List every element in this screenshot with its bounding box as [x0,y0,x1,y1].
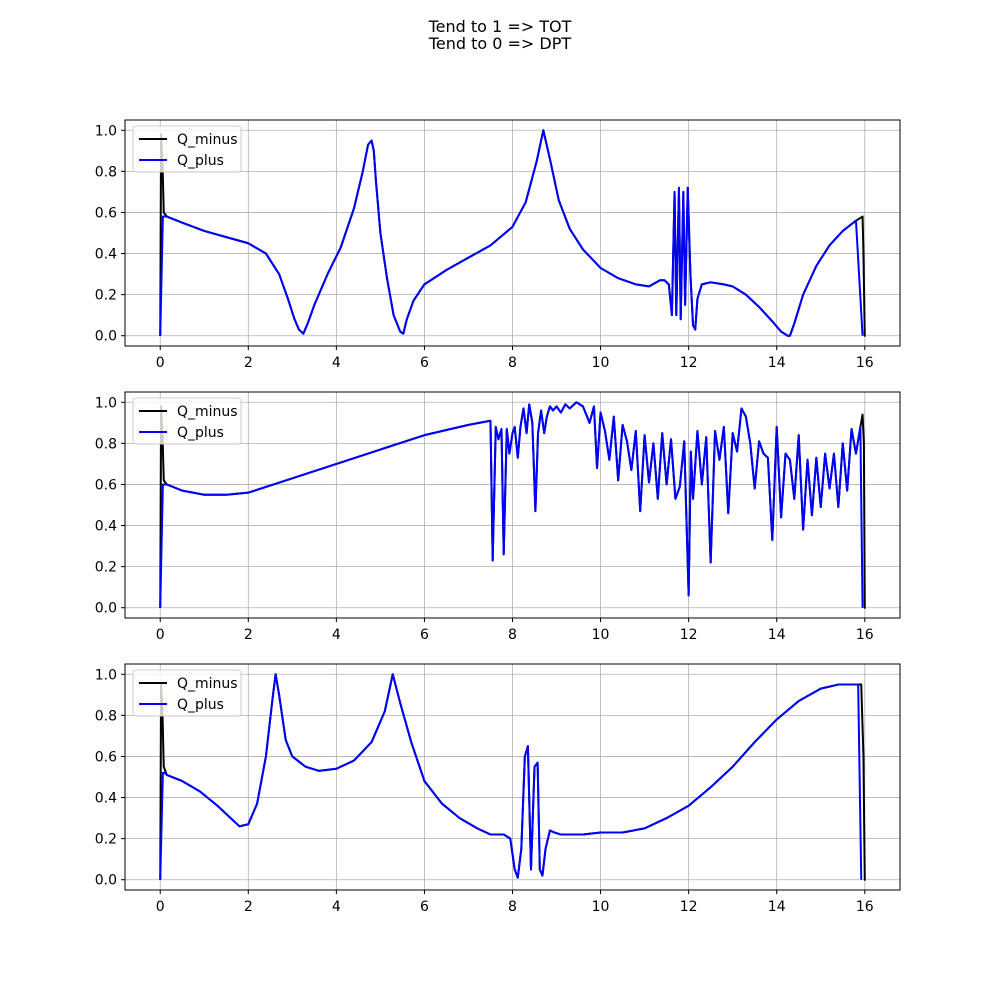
y-tick-label: 0.0 [95,873,117,889]
legend-label: Q_plus [177,697,224,713]
x-tick-label: 8 [508,355,517,371]
y-tick-label: 0.6 [95,749,117,765]
y-tick-label: 0.4 [95,519,117,535]
y-tick-label: 0.4 [95,791,117,807]
y-tick-label: 0.2 [95,288,117,304]
x-tick-label: 16 [856,627,874,643]
x-tick-label: 12 [680,355,698,371]
x-tick-label: 0 [156,355,165,371]
y-tick-label: 0.8 [95,164,117,180]
x-tick-label: 16 [856,355,874,371]
y-tick-label: 0.8 [95,708,117,724]
legend-label: Q_minus [177,132,238,148]
x-tick-label: 0 [156,627,165,643]
x-tick-label: 10 [592,355,610,371]
legend-label: Q_plus [177,425,224,441]
x-tick-label: 2 [244,899,253,915]
x-tick-label: 6 [420,355,429,371]
series-line-q-plus [159,673,863,880]
x-tick-label: 14 [768,355,786,371]
subplot-3: 0 2 4 6 8 10 12 14 160.00.20.40.60.81.0Q_minusQ_… [95,663,901,915]
figure-title-line-1: Tend to 1 => TOT [428,17,572,36]
series-line-q-plus [159,401,864,608]
legend: Q_minus Q_plus [132,669,242,717]
legend-label: Q_plus [177,153,224,169]
x-tick-label: 14 [768,627,786,643]
y-tick-label: 0.8 [95,436,117,452]
y-tick-label: 0.0 [95,329,117,345]
x-tick-label: 2 [244,627,253,643]
series-line-q-plus [159,129,864,337]
y-tick-label: 0.2 [95,832,117,848]
x-tick-label: 8 [508,627,517,643]
x-tick-label: 12 [680,899,698,915]
x-tick-label: 6 [420,899,429,915]
y-tick-label: 0.6 [95,477,117,493]
figure-title-line-2: Tend to 0 => DPT [428,34,572,53]
y-tick-label: 0.2 [95,560,117,576]
x-tick-label: 14 [768,899,786,915]
x-tick-label: 10 [592,899,610,915]
x-tick-label: 10 [592,627,610,643]
x-tick-label: 0 [156,899,165,915]
x-tick-label: 4 [332,899,341,915]
x-tick-label: 16 [856,899,874,915]
subplot-1: 0 2 4 6 8 10 12 14 160.00.20.40.60.81.0Q_minusQ_… [95,119,901,371]
x-tick-label: 12 [680,627,698,643]
legend-label: Q_minus [177,676,238,692]
legend-label: Q_minus [177,404,238,420]
legend: Q_minus Q_plus [132,125,242,173]
subplot-2: 0 2 4 6 8 10 12 14 160.00.20.40.60.81.0Q_minusQ_… [95,391,901,643]
y-tick-label: 0.6 [95,205,117,221]
subplots: 0 2 4 6 8 10 12 14 160.00.20.40.60.81.0Q_minusQ_… [95,119,901,915]
legend: Q_minus Q_plus [132,397,242,445]
y-tick-label: 1.0 [95,123,117,139]
x-tick-label: 4 [332,355,341,371]
y-tick-label: 1.0 [95,395,117,411]
y-tick-label: 0.4 [95,247,117,263]
x-tick-label: 2 [244,355,253,371]
y-tick-label: 0.0 [95,601,117,617]
x-tick-label: 6 [420,627,429,643]
x-tick-label: 8 [508,899,517,915]
y-tick-label: 1.0 [95,667,117,683]
x-tick-label: 4 [332,627,341,643]
